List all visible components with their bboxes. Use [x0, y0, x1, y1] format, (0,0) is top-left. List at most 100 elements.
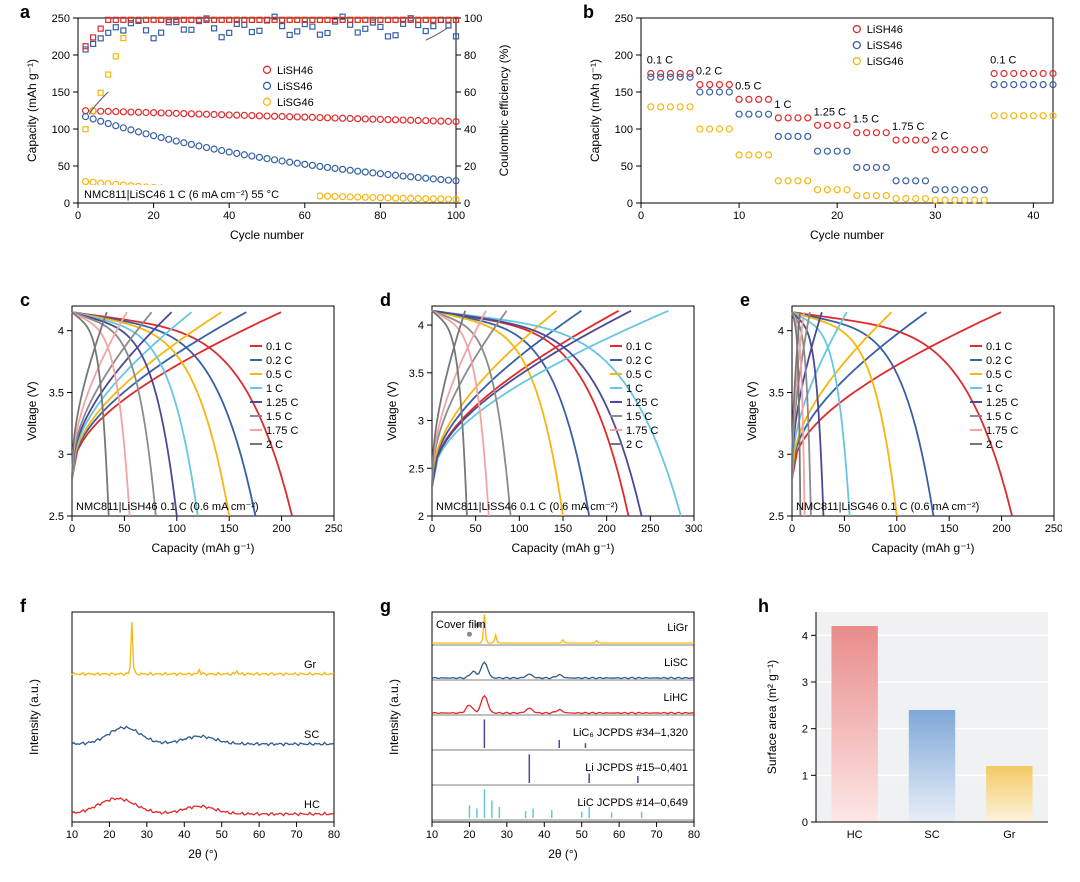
- svg-text:20: 20: [464, 161, 476, 173]
- svg-text:0.1 C: 0.1 C: [626, 341, 652, 353]
- svg-text:250: 250: [52, 13, 70, 25]
- svg-text:80: 80: [328, 829, 340, 841]
- svg-text:0: 0: [789, 523, 795, 535]
- svg-text:60: 60: [253, 829, 265, 841]
- panel-label-c: c: [20, 290, 30, 311]
- svg-text:2θ (°): 2θ (°): [548, 847, 577, 861]
- panel-b: 010203040050100150200250Cycle numberCapa…: [585, 8, 1065, 243]
- svg-text:200: 200: [272, 523, 290, 535]
- svg-text:20: 20: [463, 829, 475, 841]
- svg-text:1.75 C: 1.75 C: [892, 121, 924, 133]
- panel-h: 01234HCSCGrSurface area (m² g⁻¹)h: [760, 602, 1060, 862]
- svg-text:40: 40: [538, 829, 550, 841]
- svg-text:300: 300: [685, 523, 702, 535]
- svg-text:10: 10: [426, 829, 438, 841]
- svg-text:1.5 C: 1.5 C: [626, 411, 652, 423]
- svg-text:0.1 C: 0.1 C: [990, 55, 1016, 67]
- svg-text:1.75 C: 1.75 C: [626, 425, 658, 437]
- svg-text:50: 50: [216, 829, 228, 841]
- svg-text:1 C: 1 C: [626, 383, 643, 395]
- svg-text:150: 150: [615, 87, 633, 99]
- svg-text:100: 100: [888, 523, 906, 535]
- panel-label-g: g: [380, 596, 391, 617]
- svg-text:LiGr: LiGr: [667, 622, 688, 634]
- svg-text:Capacity (mAh g⁻¹): Capacity (mAh g⁻¹): [511, 541, 614, 555]
- svg-text:70: 70: [290, 829, 302, 841]
- svg-text:40: 40: [223, 210, 235, 222]
- svg-text:250: 250: [641, 523, 659, 535]
- svg-text:20: 20: [103, 829, 115, 841]
- svg-text:0.5 C: 0.5 C: [986, 369, 1012, 381]
- svg-text:200: 200: [597, 523, 615, 535]
- svg-text:40: 40: [464, 124, 476, 136]
- svg-text:0.1 C: 0.1 C: [986, 341, 1012, 353]
- svg-text:2 C: 2 C: [626, 439, 643, 451]
- svg-text:1.5 C: 1.5 C: [853, 114, 879, 126]
- svg-text:0.5 C: 0.5 C: [266, 369, 292, 381]
- svg-text:200: 200: [52, 50, 70, 62]
- svg-text:50: 50: [838, 523, 850, 535]
- svg-text:0.2 C: 0.2 C: [696, 66, 722, 78]
- panel-label-a: a: [20, 2, 30, 23]
- svg-text:LiSS46: LiSS46: [277, 81, 312, 93]
- svg-text:1 C: 1 C: [774, 99, 791, 111]
- svg-text:1 C: 1 C: [266, 383, 283, 395]
- svg-text:80: 80: [688, 829, 700, 841]
- svg-text:3: 3: [778, 449, 784, 461]
- svg-text:3: 3: [58, 449, 64, 461]
- svg-text:150: 150: [52, 87, 70, 99]
- svg-text:NMC811|LiSC46 1 C (6 mA cm⁻²): NMC811|LiSC46 1 C (6 mA cm⁻²) 55 °C: [84, 189, 279, 201]
- svg-text:SC: SC: [304, 729, 319, 741]
- panel-label-f: f: [20, 596, 26, 617]
- svg-text:200: 200: [992, 523, 1010, 535]
- svg-text:Gr: Gr: [1003, 829, 1016, 841]
- svg-text:0: 0: [802, 817, 808, 829]
- svg-text:0.2 C: 0.2 C: [626, 355, 652, 367]
- svg-text:10: 10: [733, 210, 745, 222]
- svg-text:250: 250: [325, 523, 342, 535]
- svg-text:1: 1: [802, 770, 808, 782]
- svg-text:0.1 C: 0.1 C: [647, 55, 673, 67]
- svg-text:50: 50: [58, 161, 70, 173]
- svg-text:NMC811|LiSS46 0.1 C (0.6 mA cm: NMC811|LiSS46 0.1 C (0.6 mA cm⁻²): [436, 501, 618, 513]
- svg-text:2.5: 2.5: [49, 511, 64, 523]
- svg-text:LiSS46: LiSS46: [867, 40, 902, 52]
- svg-text:LiC JCPDS #14–0,649: LiC JCPDS #14–0,649: [577, 797, 688, 809]
- svg-text:LiSH46: LiSH46: [277, 65, 313, 77]
- svg-text:30: 30: [141, 829, 153, 841]
- svg-text:Capacity (mAh g⁻¹): Capacity (mAh g⁻¹): [588, 59, 602, 162]
- svg-text:Cover film: Cover film: [436, 619, 486, 631]
- svg-text:2.5: 2.5: [409, 463, 424, 475]
- svg-text:50: 50: [621, 161, 633, 173]
- svg-text:2: 2: [802, 724, 808, 736]
- svg-text:Voltage (V): Voltage (V): [745, 381, 759, 440]
- svg-text:Voltage (V): Voltage (V): [385, 381, 399, 440]
- svg-text:Capacity (mAh g⁻¹): Capacity (mAh g⁻¹): [151, 541, 254, 555]
- svg-text:1.25 C: 1.25 C: [626, 397, 658, 409]
- svg-text:0.1 C: 0.1 C: [266, 341, 292, 353]
- svg-text:0.2 C: 0.2 C: [986, 355, 1012, 367]
- svg-text:4: 4: [802, 630, 808, 642]
- svg-text:80: 80: [464, 50, 476, 62]
- svg-text:2θ (°): 2θ (°): [188, 847, 217, 861]
- svg-text:HC: HC: [304, 799, 320, 811]
- panel-label-d: d: [380, 290, 391, 311]
- svg-text:LiC₆ JCPDS #34–1,320: LiC₆ JCPDS #34–1,320: [573, 727, 688, 739]
- svg-text:40: 40: [178, 829, 190, 841]
- svg-text:0: 0: [64, 198, 70, 210]
- svg-text:0: 0: [638, 210, 644, 222]
- svg-text:150: 150: [554, 523, 572, 535]
- svg-text:50: 50: [470, 523, 482, 535]
- svg-text:200: 200: [615, 50, 633, 62]
- svg-text:30: 30: [929, 210, 941, 222]
- svg-text:4: 4: [778, 326, 784, 338]
- svg-text:Gr: Gr: [304, 659, 317, 671]
- svg-text:2.5: 2.5: [769, 511, 784, 523]
- svg-text:0: 0: [69, 523, 75, 535]
- panel-label-h: h: [758, 596, 769, 617]
- svg-text:Capacity (mAh g⁻¹): Capacity (mAh g⁻¹): [25, 59, 39, 162]
- svg-text:30: 30: [501, 829, 513, 841]
- svg-text:0: 0: [627, 198, 633, 210]
- svg-text:3.5: 3.5: [49, 387, 64, 399]
- svg-text:1.25 C: 1.25 C: [266, 397, 298, 409]
